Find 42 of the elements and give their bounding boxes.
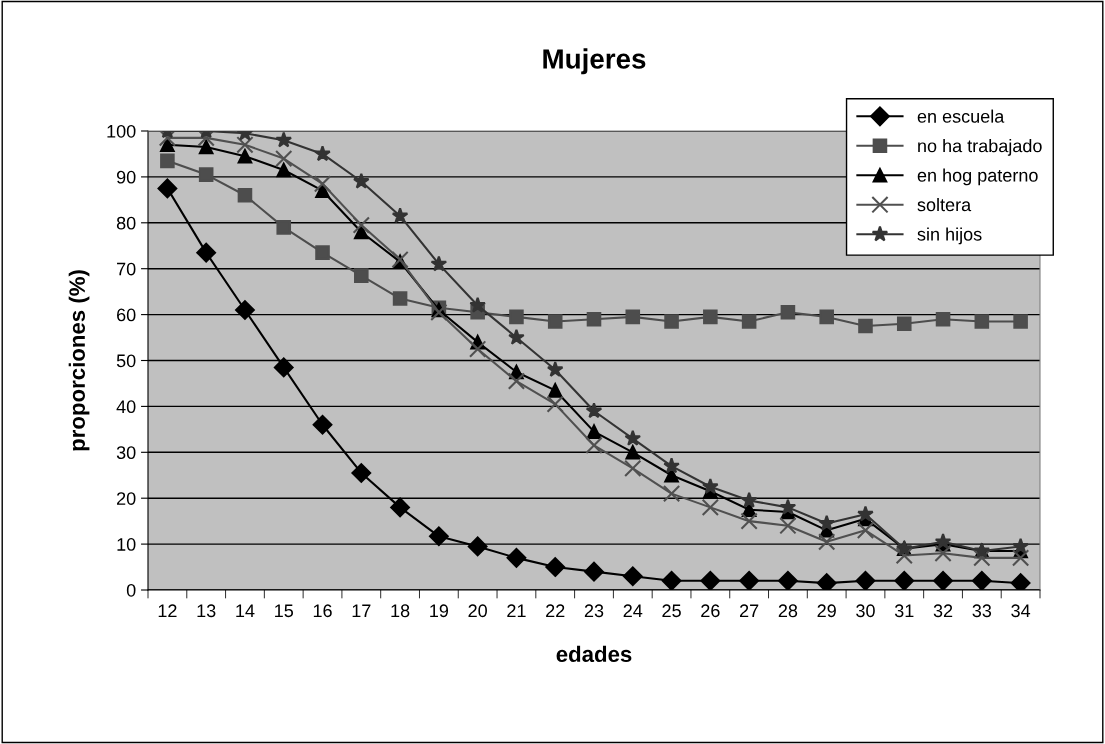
legend-label: sin hijos — [917, 227, 982, 245]
y-tick-label: 70 — [117, 262, 136, 276]
x-tick-label: 13 — [197, 604, 216, 618]
x-tick-label: 31 — [894, 604, 914, 618]
x-tick-label: 27 — [740, 604, 759, 617]
y-tick-label: 80 — [116, 216, 136, 230]
x-tick-label: 19 — [430, 604, 449, 618]
y-tick-label: 30 — [116, 446, 136, 460]
x-tick-label: 24 — [623, 604, 643, 617]
x-tick-label: 28 — [778, 604, 798, 618]
y-axis-title: proporciones (%) — [68, 270, 90, 451]
x-tick-label: 18 — [391, 604, 410, 618]
y-tick-label: 20 — [117, 492, 136, 505]
y-tick-label: 60 — [117, 308, 136, 322]
x-axis-title: edades — [556, 645, 632, 663]
x-tick-label: 30 — [856, 604, 875, 618]
x-tick-label: 33 — [972, 604, 992, 618]
chart-title: Mujeres — [543, 48, 646, 75]
x-tick-label: 25 — [662, 604, 681, 618]
x-tick-label: 32 — [933, 604, 953, 618]
y-tick-label: 40 — [116, 400, 136, 414]
legend-label: soltera — [917, 197, 972, 212]
legend-label: en hog paterno — [917, 168, 1038, 186]
x-tick-label: 22 — [546, 604, 565, 617]
y-tick-label: 50 — [116, 354, 136, 368]
x-tick-label: 26 — [701, 604, 720, 618]
legend-label: en escuela — [917, 109, 1005, 123]
y-tick-label: 90 — [116, 170, 136, 184]
x-tick-label: 34 — [1011, 604, 1031, 618]
x-tick-label: 23 — [584, 604, 604, 618]
x-tick-label: 12 — [158, 604, 177, 617]
y-tick-label: 100 — [107, 124, 136, 138]
legend-label: no ha trabajado — [918, 139, 1042, 156]
x-tick-label: 21 — [507, 604, 526, 617]
x-tick-label: 17 — [352, 604, 371, 617]
x-tick-label: 14 — [236, 604, 255, 617]
y-tick-label: 10 — [117, 538, 136, 551]
x-tick-label: 20 — [468, 604, 487, 618]
x-tick-label: 15 — [275, 604, 294, 618]
x-tick-label: 16 — [313, 604, 332, 618]
y-tick-label: 0 — [126, 583, 136, 597]
x-tick-label: 29 — [817, 604, 836, 618]
